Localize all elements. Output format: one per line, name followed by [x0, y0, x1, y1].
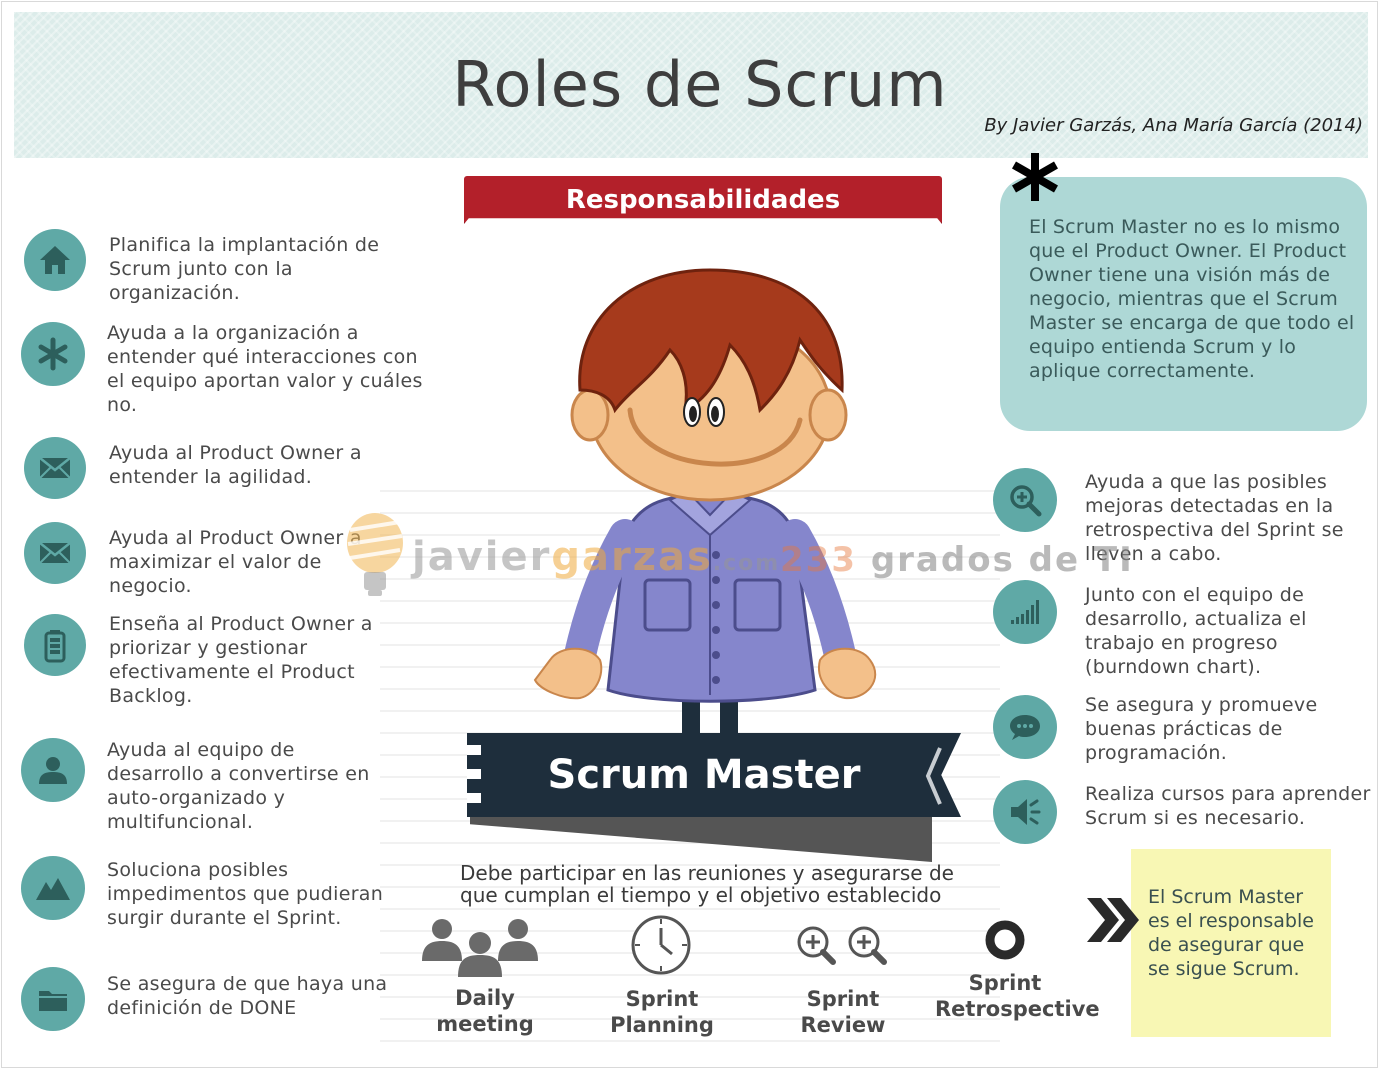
chevron-left-icon [925, 747, 942, 805]
list-item: Ayuda a que las posibles mejoras detecta… [993, 468, 1344, 565]
blog-watermark: 233 grados de TI [780, 540, 1134, 580]
list-item: Enseña al Product Owner a priorizar y ge… [24, 613, 372, 707]
banner-notch [467, 769, 481, 779]
zoom-in-icon [993, 468, 1057, 532]
list-item: Ayuda al equipo de desarrollo a converti… [21, 738, 369, 833]
responsibilities-label: Responsabilidades [565, 185, 841, 215]
watermark-suffix: .com [712, 551, 781, 576]
item-text: Ayuda a que las posibles mejoras detecta… [1085, 471, 1344, 565]
envelope-icon [24, 522, 86, 584]
byline: By Javier Garzás, Ana María García (2014… [984, 115, 1363, 136]
list-item: Ayuda al Product Owner a maximizar el va… [24, 522, 362, 597]
house-icon [24, 229, 86, 291]
envelope-icon [24, 437, 86, 499]
mountain-icon [21, 856, 85, 920]
item-text: Junto con el equipo de desarrollo, actua… [1085, 584, 1307, 678]
list-item: Soluciona posibles impedimentos que pudi… [21, 856, 383, 929]
item-text: Ayuda a la organización a entender qué i… [107, 322, 423, 416]
item-text: Ayuda al equipo de desarrollo a converti… [107, 739, 370, 833]
watermark-number: 233 [780, 540, 857, 580]
header-banner [14, 12, 1368, 158]
banner-notch [467, 745, 481, 755]
item-text: Ayuda al Product Owner a maximizar el va… [109, 527, 362, 597]
list-item: Junto con el equipo de desarrollo, actua… [993, 580, 1306, 678]
watermark-accent: garzas [551, 534, 713, 580]
note-text: El Scrum Master no es lo mismo que el Pr… [1029, 216, 1355, 382]
note-box [1000, 177, 1367, 431]
lightbulb-logo [347, 513, 403, 596]
item-text: Enseña al Product Owner a priorizar y ge… [109, 613, 373, 707]
double-zoom-icon [797, 926, 887, 965]
speaker-icon [993, 780, 1057, 844]
asterisk-icon [1012, 153, 1058, 201]
event-label: Daily meeting [436, 986, 534, 1036]
list-item: Realiza cursos para aprender Scrum si es… [993, 780, 1370, 844]
item-text: Se asegura y promueve buenas prácticas d… [1085, 694, 1318, 764]
folder-icon [21, 967, 85, 1031]
list-item: Ayuda al Product Owner a entender la agi… [24, 437, 362, 499]
item-text: Se asegura de que haya una definición de… [107, 973, 388, 1019]
item-text: Realiza cursos para aprender Scrum si es… [1085, 783, 1371, 829]
page-title: Roles de Scrum [452, 48, 948, 121]
summary-text: El Scrum Master es el responsable de ase… [1148, 886, 1314, 980]
asterisk-icon [21, 322, 85, 386]
role-banner: Scrum Master [467, 733, 961, 817]
watermark-prefix: javier [412, 534, 552, 580]
item-text: Planifica la implantación de Scrum junto… [109, 234, 380, 304]
list-item: Se asegura de que haya una definición de… [21, 967, 387, 1031]
item-text: Soluciona posibles impedimentos que pudi… [107, 859, 384, 929]
role-label: Scrum Master [547, 752, 861, 798]
double-chevron-icon [1087, 898, 1139, 942]
list-item: Ayuda a la organización a entender qué i… [21, 322, 422, 416]
chat-bubble-icon [993, 695, 1057, 759]
banner-notch [467, 793, 481, 803]
participation-note: Debe participar en las reuniones y asegu… [460, 861, 954, 907]
clock-icon [631, 915, 691, 975]
battery-icon [24, 614, 86, 676]
list-item: Se asegura y promueve buenas prácticas d… [993, 694, 1317, 764]
responsibilities-banner: Responsabilidades [464, 176, 942, 224]
event-label: Sprint Review [800, 987, 886, 1037]
ring-icon [985, 920, 1025, 960]
watermark-blog-name: grados de TI [870, 540, 1134, 580]
scrum-master-character [533, 268, 877, 740]
item-text: Ayuda al Product Owner a entender la agi… [109, 442, 362, 488]
site-watermark: javiergarzas.com [412, 534, 780, 580]
event-label: Sprint Retrospective [935, 971, 1100, 1021]
signal-bars-icon [993, 580, 1057, 644]
people-group-icon [422, 919, 538, 977]
user-icon [21, 738, 85, 802]
summary-box [1131, 849, 1331, 1037]
list-item: Planifica la implantación de Scrum junto… [24, 229, 379, 304]
event-label: Sprint Planning [610, 987, 714, 1037]
